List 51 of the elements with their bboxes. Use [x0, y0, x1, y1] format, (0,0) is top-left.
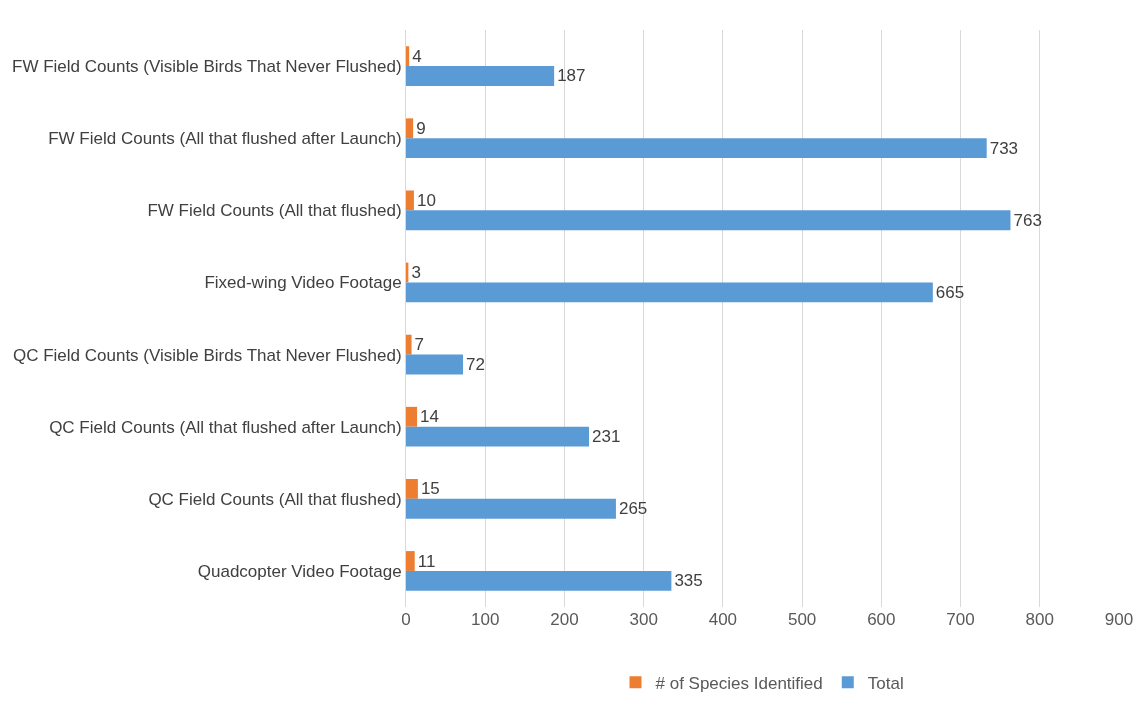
bar	[406, 138, 987, 159]
x-tick-label: 500	[787, 610, 817, 629]
data-label: 7	[414, 335, 425, 355]
x-tick-label: 700	[946, 610, 975, 629]
bar	[406, 282, 933, 303]
data-label: 4	[412, 46, 422, 66]
data-label: 10	[416, 190, 436, 210]
bar	[406, 478, 418, 499]
x-tick-label: 600	[867, 610, 896, 629]
data-label: 11	[417, 551, 436, 571]
bar	[406, 66, 555, 86]
data-label: 3	[411, 263, 421, 283]
data-label: 15	[420, 479, 440, 499]
data-label: 14	[420, 407, 440, 427]
bar	[406, 334, 412, 355]
x-tick-label: 300	[629, 610, 658, 629]
x-tick-label: 200	[550, 610, 579, 629]
y-tick-label: FW Field Counts (Visible Birds That Never Flushed)	[12, 57, 402, 77]
bar	[406, 46, 410, 67]
bar	[406, 190, 414, 211]
y-tick-label: Quadcopter Video Footage	[197, 561, 402, 581]
y-tick-label: FW Field Counts (All that flushed after Launch)	[48, 129, 402, 149]
y-tick-label: QC Field Counts (All that flushed after Launch)	[49, 417, 402, 437]
data-label: 265	[618, 499, 648, 519]
data-label: 72	[466, 354, 485, 374]
bar	[406, 551, 415, 571]
data-label: 187	[557, 66, 586, 86]
x-tick-label: 100	[471, 610, 500, 629]
y-tick-label: Fixed-wing Video Footage	[204, 273, 402, 293]
bar	[406, 210, 1011, 231]
bar	[406, 354, 464, 375]
data-label: 335	[674, 571, 703, 591]
y-tick-label: FW Field Counts (All that flushed)	[147, 201, 402, 221]
x-tick-label: 0	[401, 610, 411, 629]
x-tick-label: 400	[708, 610, 738, 629]
data-label: 9	[416, 118, 426, 138]
x-tick-label: 800	[1025, 610, 1054, 629]
x-tick-label: 900	[1104, 610, 1134, 629]
bar	[406, 406, 418, 427]
bar	[406, 570, 672, 591]
bar	[406, 426, 589, 447]
data-label: 231	[592, 427, 621, 447]
data-label: 733	[989, 138, 1019, 158]
data-label: 665	[935, 282, 965, 302]
legend-label: # of Species Identified	[655, 673, 823, 693]
y-tick-label: QC Field Counts (Visible Birds That Never Flushed)	[12, 345, 402, 365]
data-label: 763	[1013, 210, 1042, 230]
bar	[406, 498, 616, 519]
y-tick-label: QC Field Counts (All that flushed)	[148, 489, 402, 509]
bar	[406, 118, 414, 139]
legend-label: Total	[867, 673, 904, 693]
